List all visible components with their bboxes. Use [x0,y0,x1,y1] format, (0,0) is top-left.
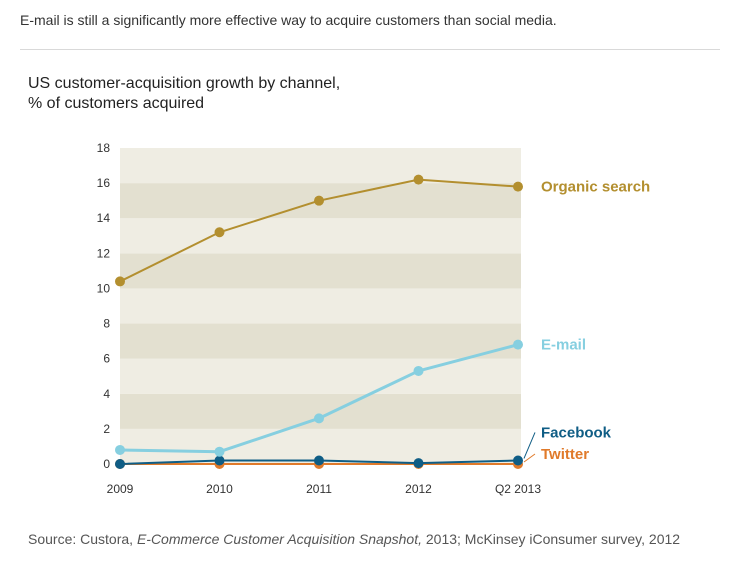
grid-band [120,288,521,324]
organic-search-point [314,195,324,206]
chart-title-line-1: US customer-acquisition growth by channe… [28,75,341,92]
y-tick-label: 12 [97,246,111,260]
facebook-point [513,455,523,466]
line-chart: 0 2 4 6 8 10 12 14 16 18 2009 2010 2011 2012 Q2 2013 Or… [97,141,651,496]
divider [20,49,720,50]
facebook-label: Facebook [541,424,612,441]
x-tick-label: 2012 [405,482,432,496]
organic-search-point [115,276,125,287]
grid-band [120,323,521,359]
e-mail-point [214,446,225,457]
y-tick-label: 4 [103,387,110,401]
twitter-label-connector [523,453,536,463]
facebook-point [115,459,125,469]
y-tick-label: 10 [97,281,111,295]
y-tick-label: 6 [103,352,110,366]
y-tick-label: 14 [97,211,111,225]
facebook-label-connector [523,432,536,459]
y-tick-label: 16 [97,176,111,190]
chart-title: US customer-acquisition growth by channe… [28,74,340,114]
y-tick-label: 2 [103,422,110,436]
y-tick-label: 0 [103,457,110,471]
x-tick-label: Q2 2013 [495,482,541,496]
source-title: E-Commerce Customer Acquisition Snapshot… [136,531,422,547]
twitter-label: Twitter [541,446,589,463]
source-prefix: Source: Custora, [28,531,137,547]
x-tick-label: 2009 [107,482,134,496]
grid-band [120,218,521,254]
source-note: Source: Custora, E-Commerce Customer Acq… [28,530,688,549]
e-mail-point [314,413,324,424]
y-tick-label: 8 [103,317,110,331]
grid-band [120,148,521,184]
e-mail-point [413,365,424,376]
source-suffix: 2013; McKinsey iConsumer survey, 2012 [421,531,681,547]
grid-band [120,358,521,394]
e-mail-label: E-mail [541,337,586,354]
e-mail-point [115,444,125,455]
facebook-point [214,455,225,466]
facebook-point [413,458,424,469]
grid-band [120,393,521,429]
facebook-point [314,455,324,466]
organic-search-label: Organic search [541,179,650,196]
organic-search-point [513,181,523,192]
e-mail-point [513,339,523,350]
grid-band [120,253,521,289]
y-tick-label: 18 [97,141,111,155]
organic-search-point [413,174,424,185]
x-tick-label: 2010 [206,482,233,496]
x-tick-label: 2011 [306,482,332,496]
chart-title-line-2: % of customers acquired [28,95,205,112]
headline: E-mail is still a significantly more eff… [20,12,557,28]
organic-search-point [214,227,225,238]
